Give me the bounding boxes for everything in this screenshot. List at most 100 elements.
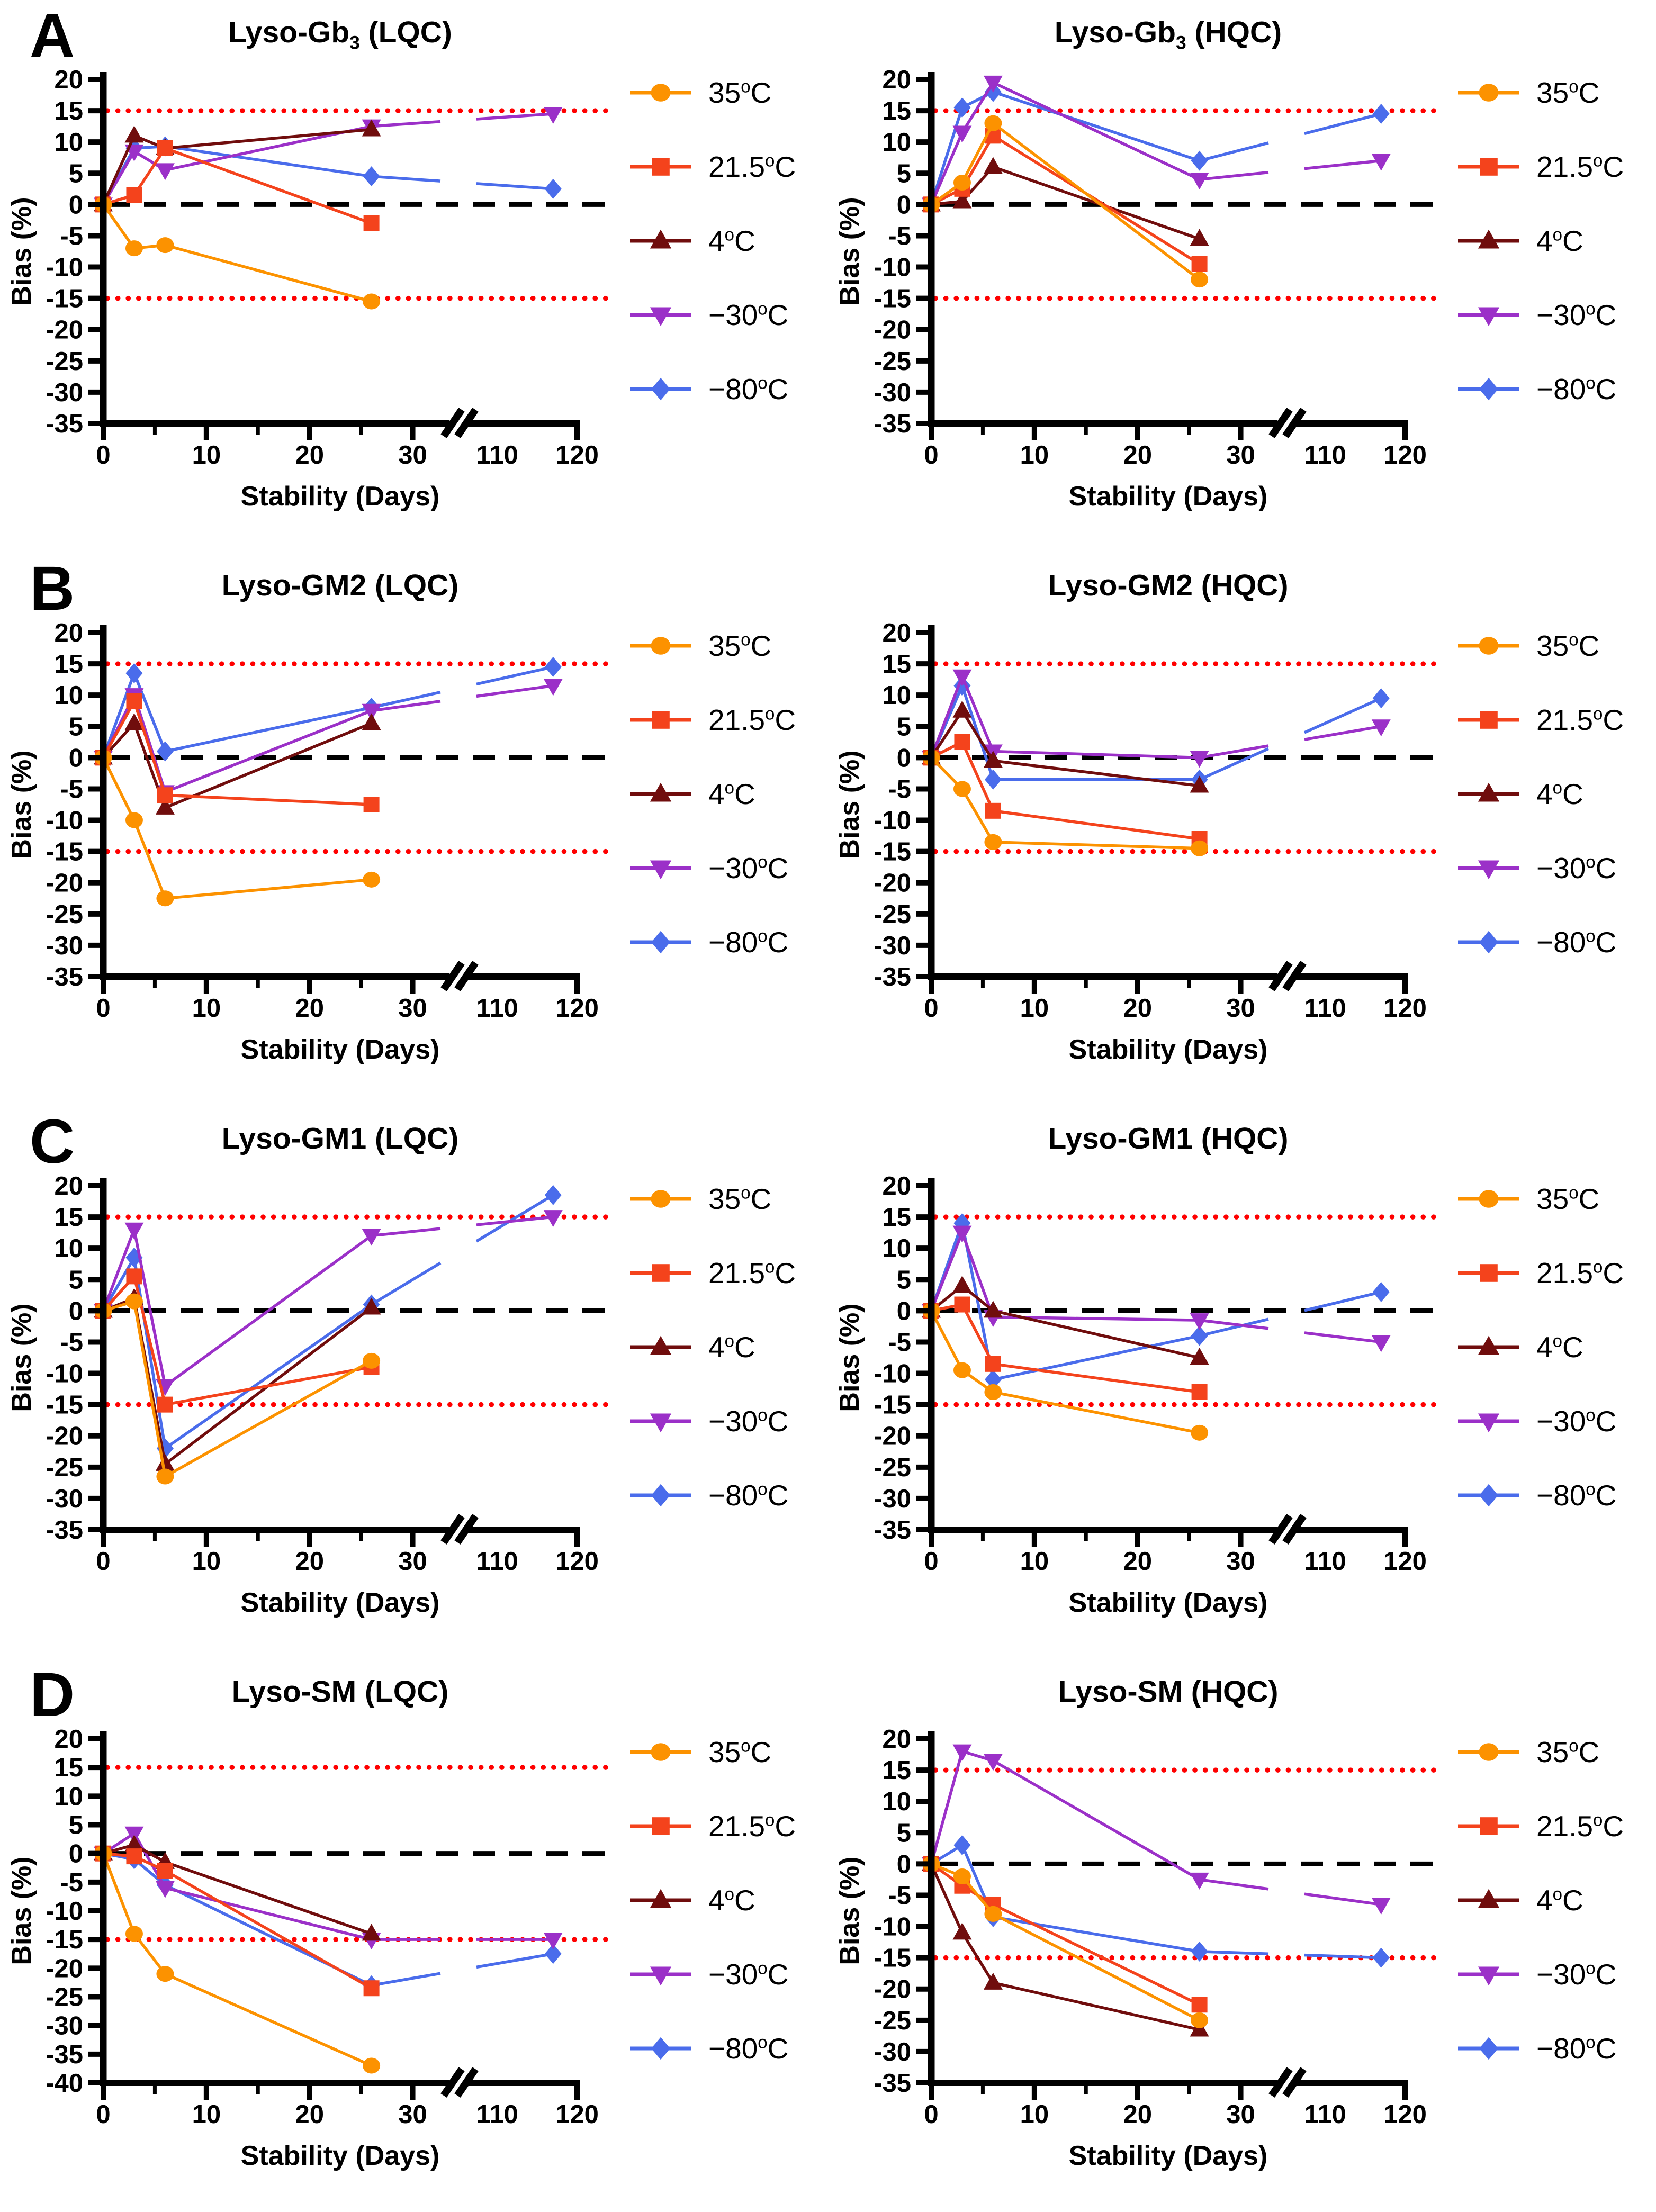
x-tick-label: 120 [1383, 994, 1427, 1023]
legend-marker [1479, 2037, 1498, 2060]
legend-item-t80: −80oC [629, 926, 796, 959]
data-point-t21 [126, 693, 142, 709]
data-point-t35 [1191, 840, 1209, 856]
axis-break-slash [440, 1514, 465, 1545]
axis-break-slash [1268, 408, 1293, 438]
legend-label: 4oC [708, 224, 755, 257]
plot-lyso-gm2-lqc: 0 10 20 30 110 12020151050-5-10-15-20-25-30-3… [6, 619, 611, 1065]
y-tick-label: -30 [874, 932, 911, 960]
y-tick-label: -25 [46, 1453, 83, 1482]
legend-label: 4oC [1536, 1331, 1583, 1364]
x-tick-label: 120 [1383, 2100, 1427, 2129]
panel-letter-a: A [30, 1, 75, 70]
x-tick-label: 20 [295, 441, 324, 470]
y-tick-label: -20 [874, 1975, 911, 2004]
series-line-segment [1199, 1950, 1269, 1956]
plot-lyso-gb3-lqc: 0 10 20 30 110 12020151050-5-10-15-20-25-30-3… [6, 66, 611, 512]
series-line-segment [165, 1366, 372, 1406]
legend-marker [651, 2037, 670, 2060]
axis-break-slash [1282, 408, 1307, 438]
y-tick-label: -5 [60, 1328, 83, 1357]
legend-marker [1480, 1264, 1498, 1282]
legend-label: 35oC [708, 1182, 772, 1215]
legend-marker [1478, 860, 1500, 880]
legend-marker [650, 1966, 672, 1986]
series-line-segment [1304, 1953, 1381, 1960]
axis-break-slash [454, 961, 479, 991]
y-tick-label: 5 [897, 712, 911, 741]
series-t21 [95, 1845, 380, 1997]
legend-marker [651, 1190, 671, 1208]
series-line-segment [961, 710, 995, 762]
legend-label: 35oC [708, 1736, 772, 1768]
series-line-segment [993, 1981, 1200, 2032]
y-tick-label: -30 [874, 1485, 911, 1513]
legend-label: 21.5oC [708, 150, 796, 183]
x-tick-label: 110 [1304, 2100, 1346, 2129]
x-tick-label: 0 [924, 441, 938, 470]
y-tick-label: 0 [897, 191, 911, 219]
data-point-t35 [1191, 2012, 1209, 2028]
legend-marker [650, 229, 672, 249]
legend-marker-square-icon [630, 1264, 691, 1282]
series-line-segment [960, 1232, 995, 1318]
series-line-segment [132, 819, 167, 899]
series-line-segment [165, 1886, 372, 1941]
legend-item-t4: 4oC [629, 778, 796, 810]
temperature-legend: 35oC 21.5oC 4oC −30oC −80oC [1457, 629, 1624, 1004]
y-tick-label: 20 [54, 66, 83, 94]
legend-marker-triangle-up-icon [1458, 1335, 1519, 1355]
temperature-legend: 35oC 21.5oC 4oC −30oC −80oC [629, 1182, 796, 1557]
x-tick-label: 10 [192, 1547, 221, 1576]
data-point-t30 [952, 125, 972, 143]
series-t30 [94, 1826, 563, 1950]
data-point-t35 [125, 240, 143, 257]
y-axis-title: Bias (%) [834, 1856, 865, 1965]
data-point-t21 [954, 734, 970, 750]
axis-break-slash [1282, 961, 1307, 991]
series-line-segment [371, 1261, 442, 1306]
series-line-segment [992, 1912, 1200, 2022]
x-tick-label: 20 [1123, 1547, 1152, 1576]
series-line-segment [1199, 170, 1269, 181]
series-line-segment [371, 120, 441, 128]
legend-label: 35oC [1536, 629, 1600, 662]
series-t80 [923, 82, 1390, 215]
y-axis-title: Bias (%) [6, 1303, 37, 1412]
y-tick-label: -5 [60, 1868, 83, 1897]
y-tick-label: -10 [874, 254, 911, 282]
x-tick-label: 10 [1020, 994, 1049, 1023]
data-point-t4 [124, 713, 144, 730]
legend-item-t21: 21.5oC [1457, 703, 1624, 736]
series-t21 [95, 693, 380, 812]
data-point-t30 [1190, 1313, 1209, 1331]
x-tick-label: 120 [555, 441, 599, 470]
x-axis-title: Stability (Days) [1069, 1587, 1268, 1618]
data-point-t35 [1191, 1424, 1209, 1441]
series-line-segment [476, 1215, 554, 1226]
legend-item-t35: 35oC [1457, 629, 1624, 662]
x-tick-label: 110 [1304, 994, 1346, 1023]
x-tick-label: 0 [924, 994, 938, 1023]
y-tick-label: -10 [46, 807, 83, 835]
legend-label: 21.5oC [1536, 703, 1624, 736]
x-tick-label: 30 [1226, 1547, 1255, 1576]
y-tick-label: -20 [46, 1954, 83, 1983]
series-t80 [95, 1185, 562, 1459]
series-line-segment [102, 135, 136, 205]
legend-marker-square-icon [1458, 711, 1519, 729]
series-line-segment [993, 809, 1200, 841]
y-tick-label: 15 [882, 650, 911, 679]
x-tick-label: 20 [1123, 994, 1152, 1023]
y-tick-label: 5 [897, 159, 911, 188]
series-line-segment [164, 1359, 372, 1478]
legend-item-t80: −80oC [629, 2032, 796, 2065]
legend-marker [651, 637, 671, 655]
y-tick-label: -30 [46, 932, 83, 960]
y-tick-label: -15 [874, 1944, 911, 1973]
plot-lyso-gm1-lqc: 0 10 20 30 110 12020151050-5-10-15-20-25-30-3… [6, 1172, 611, 1618]
data-point-t35 [953, 1868, 971, 1884]
y-tick-label: 10 [882, 128, 911, 157]
x-tick-label: 110 [476, 2100, 518, 2129]
series-line-segment [132, 672, 167, 752]
